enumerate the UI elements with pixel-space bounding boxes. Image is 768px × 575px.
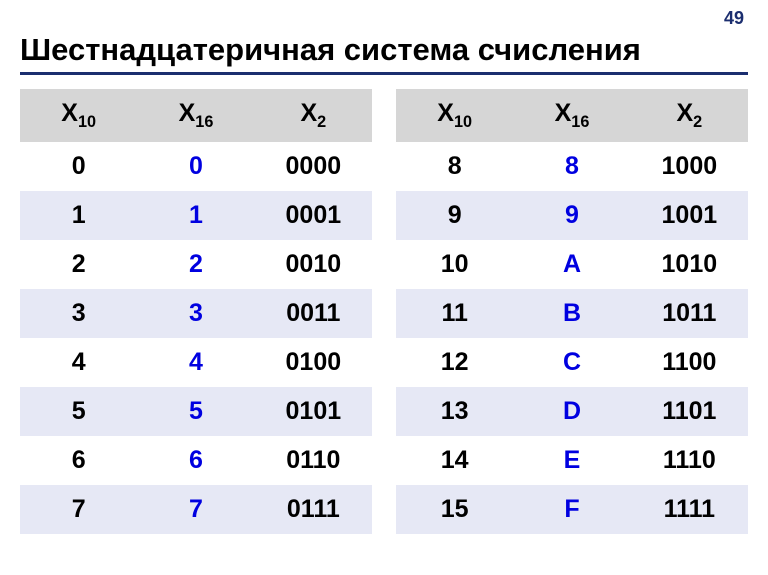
cell-hex: A [513, 240, 630, 289]
table-row: 6 6 0110 [20, 436, 372, 485]
cell-dec: 14 [396, 436, 513, 485]
cell-dec: 15 [396, 485, 513, 534]
col-header-dec: X10 [396, 89, 513, 142]
table-left: X10 X16 X2 0 0 0000 1 1 0001 2 2 [20, 89, 372, 534]
cell-bin: 1110 [631, 436, 748, 485]
cell-hex: 3 [137, 289, 254, 338]
table-row: 7 7 0111 [20, 485, 372, 534]
cell-bin: 1010 [631, 240, 748, 289]
cell-dec: 6 [20, 436, 137, 485]
cell-bin: 0011 [255, 289, 372, 338]
cell-hex: 0 [137, 142, 254, 191]
cell-hex: F [513, 485, 630, 534]
table-row: 14 E 1110 [396, 436, 748, 485]
cell-bin: 1000 [631, 142, 748, 191]
cell-hex: E [513, 436, 630, 485]
table-row: 12 C 1100 [396, 338, 748, 387]
cell-bin: 0000 [255, 142, 372, 191]
cell-dec: 11 [396, 289, 513, 338]
cell-dec: 9 [396, 191, 513, 240]
cell-dec: 12 [396, 338, 513, 387]
table-row: 5 5 0101 [20, 387, 372, 436]
table-row: 15 F 1111 [396, 485, 748, 534]
cell-dec: 10 [396, 240, 513, 289]
table-row: 9 9 1001 [396, 191, 748, 240]
cell-hex: 8 [513, 142, 630, 191]
cell-hex: 7 [137, 485, 254, 534]
slide-title: Шестнадцатеричная система счисления [20, 32, 748, 75]
cell-hex: 2 [137, 240, 254, 289]
table-row: 10 A 1010 [396, 240, 748, 289]
cell-hex: C [513, 338, 630, 387]
table-row: 4 4 0100 [20, 338, 372, 387]
cell-bin: 0010 [255, 240, 372, 289]
cell-bin: 0110 [255, 436, 372, 485]
table-row: 2 2 0010 [20, 240, 372, 289]
page-number: 49 [724, 8, 744, 29]
cell-bin: 0100 [255, 338, 372, 387]
cell-bin: 1011 [631, 289, 748, 338]
table-row: 11 B 1011 [396, 289, 748, 338]
cell-dec: 13 [396, 387, 513, 436]
cell-hex: 9 [513, 191, 630, 240]
col-header-hex: X16 [137, 89, 254, 142]
cell-dec: 2 [20, 240, 137, 289]
cell-bin: 0101 [255, 387, 372, 436]
cell-hex: 4 [137, 338, 254, 387]
cell-dec: 7 [20, 485, 137, 534]
cell-hex: D [513, 387, 630, 436]
cell-bin: 0001 [255, 191, 372, 240]
cell-bin: 1111 [631, 485, 748, 534]
cell-dec: 4 [20, 338, 137, 387]
cell-dec: 8 [396, 142, 513, 191]
table-right: X10 X16 X2 8 8 1000 9 9 1001 10 [396, 89, 748, 534]
table-row: 8 8 1000 [396, 142, 748, 191]
cell-hex: 6 [137, 436, 254, 485]
table-row: 13 D 1101 [396, 387, 748, 436]
cell-hex: 1 [137, 191, 254, 240]
cell-dec: 1 [20, 191, 137, 240]
slide: 49 Шестнадцатеричная система счисления X… [0, 0, 768, 575]
table-row: 0 0 0000 [20, 142, 372, 191]
table-header-row: X10 X16 X2 [396, 89, 748, 142]
cell-bin: 1100 [631, 338, 748, 387]
col-header-bin: X2 [255, 89, 372, 142]
cell-bin: 0111 [255, 485, 372, 534]
cell-bin: 1101 [631, 387, 748, 436]
cell-dec: 0 [20, 142, 137, 191]
col-header-bin: X2 [631, 89, 748, 142]
col-header-hex: X16 [513, 89, 630, 142]
col-header-dec: X10 [20, 89, 137, 142]
cell-dec: 3 [20, 289, 137, 338]
cell-dec: 5 [20, 387, 137, 436]
cell-hex: B [513, 289, 630, 338]
tables-container: X10 X16 X2 0 0 0000 1 1 0001 2 2 [20, 89, 748, 534]
table-header-row: X10 X16 X2 [20, 89, 372, 142]
table-row: 1 1 0001 [20, 191, 372, 240]
cell-hex: 5 [137, 387, 254, 436]
table-row: 3 3 0011 [20, 289, 372, 338]
cell-bin: 1001 [631, 191, 748, 240]
